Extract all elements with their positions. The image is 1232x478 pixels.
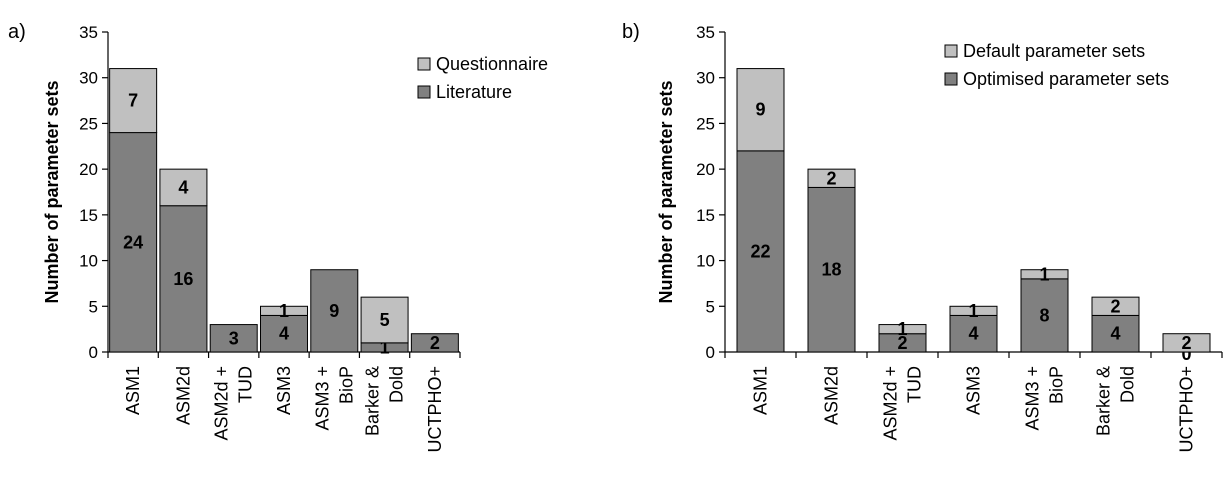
p2-data-label-1-6: 2: [1181, 333, 1191, 353]
p1-data-label-1-0: 7: [128, 91, 138, 111]
p2-y-tick-label: 30: [696, 69, 715, 88]
p2-x-tick-label-4: BioP: [1047, 366, 1067, 404]
p1-y-tick-label: 35: [79, 23, 98, 42]
p2-legend-label-1: Optimised parameter sets: [963, 69, 1169, 89]
p2-x-tick-label-6: UCTPHO+: [1177, 366, 1197, 453]
p2-data-label-1-2: 1: [897, 319, 907, 339]
p2-data-label-0-6: 0: [1181, 344, 1191, 364]
p1-x-tick-label-4: BioP: [336, 366, 356, 404]
p1-data-label-1-5: 5: [380, 310, 390, 330]
p1-y-tick-label: 30: [79, 69, 98, 88]
p2-x-tick-label-2: TUD: [905, 366, 925, 403]
p2-data-label-0-4: 8: [1039, 305, 1049, 325]
p1-legend-label-0: Questionnaire: [436, 54, 548, 74]
p2-x-tick-label-5: Barker &: [1094, 366, 1114, 436]
p2-bar-upper-6: [1162, 333, 1211, 353]
p1-x-tick-label-5: Dold: [387, 366, 407, 403]
p2-y-tick-label: 35: [696, 23, 715, 42]
p1-x-tick-label-6: UCTPHO+: [425, 366, 445, 453]
p1-x-tick-label-4: ASM3 +: [312, 366, 332, 431]
p1-bar-upper-5: [360, 296, 409, 344]
p1-x-tick-label-2: ASM2d +: [212, 366, 232, 441]
p1-y-tick-label: 25: [79, 114, 98, 133]
p2-data-label-1-1: 2: [826, 168, 836, 188]
p2-data-label-0-0: 22: [750, 241, 770, 261]
p2-x-tick-label-2: ASM2d +: [881, 366, 901, 441]
p2-x-tick-label-1: ASM2d: [822, 366, 842, 425]
p1-data-label-0-1: 16: [173, 269, 193, 289]
p1-y-tick-label: 10: [79, 252, 98, 271]
p1-bar-lower-3: [260, 314, 308, 353]
p1-bar-lower-2: [209, 324, 258, 353]
p2-bar-upper-4: [1020, 269, 1069, 280]
p1-x-tick-label-2: TUD: [236, 366, 256, 403]
p2-legend-swatch-0: [944, 44, 958, 58]
p1-bar-lower-6: [410, 333, 459, 353]
p1-y-tick-label: 15: [79, 206, 98, 225]
p2-bar-lower-1: [807, 186, 856, 353]
p2-bar-upper-0: [736, 68, 785, 152]
p1-y-tick-label: 5: [89, 297, 98, 316]
p2-bar-upper-5: [1091, 296, 1140, 316]
p1-y-tick-label: 0: [89, 343, 98, 362]
p1-bar-upper-1: [159, 168, 208, 207]
p2-x-tick-label-5: Dold: [1118, 366, 1138, 403]
p2-legend-swatch-1: [944, 72, 958, 86]
p1-data-label-1-1: 4: [178, 177, 188, 197]
p1-data-label-0-3: 4: [279, 324, 289, 344]
p2-y-tick-label: 25: [696, 114, 715, 133]
p2-data-label-0-5: 4: [1110, 324, 1120, 344]
p1-legend-swatch-0: [417, 57, 431, 71]
p2-data-label-1-3: 1: [968, 301, 978, 321]
p2-legend-label-0: Default parameter sets: [963, 41, 1145, 61]
p2-y-tick-label: 15: [696, 206, 715, 225]
p2-y-tick-label: 5: [706, 297, 715, 316]
p1-x-tick-label-0: ASM1: [123, 366, 143, 415]
p1-data-label-1-3: 1: [279, 301, 289, 321]
p2-bar-lower-0: [736, 150, 785, 353]
p1-legend-swatch-1: [417, 85, 431, 99]
p2-y-tick-label: 0: [706, 343, 715, 362]
p1-data-label-0-0: 24: [123, 232, 143, 252]
p1-x-tick-label-3: ASM3: [274, 366, 294, 415]
p2-x-tick-label-3: ASM3: [964, 366, 984, 415]
p1-data-label-0-2: 3: [229, 328, 239, 348]
p2-data-label-0-1: 18: [821, 260, 841, 280]
p2-bar-upper-1: [807, 168, 856, 188]
p1-data-label-0-4: 9: [329, 301, 339, 321]
p1-y-axis-label: Number of parameter sets: [42, 80, 62, 303]
p2-bar-lower-4: [1020, 278, 1069, 353]
p1-data-label-0-6: 2: [430, 333, 440, 353]
p2-data-label-1-0: 9: [755, 100, 765, 120]
p2-data-label-0-2: 2: [897, 333, 907, 353]
p1-panel-label: a): [8, 21, 26, 43]
p2-data-label-1-4: 1: [1039, 264, 1049, 284]
p1-data-label-0-5: 1: [380, 337, 390, 357]
p2-bar-lower-5: [1091, 314, 1140, 353]
p2-bar-upper-3: [949, 305, 998, 316]
p2-data-label-1-5: 2: [1110, 296, 1120, 316]
p1-y-tick-label: 20: [79, 160, 98, 179]
p2-data-label-0-3: 4: [968, 324, 978, 344]
p2-x-tick-label-4: ASM3 +: [1023, 366, 1043, 431]
p2-y-axis-label: Number of parameter sets: [656, 80, 676, 303]
p2-y-tick-label: 10: [696, 252, 715, 271]
p2-panel-label: b): [622, 21, 640, 43]
p2-bar-upper-2: [878, 324, 927, 335]
p1-bar-upper-0: [109, 68, 158, 134]
p1-bar-lower-4: [310, 269, 359, 353]
p1-bar-upper-3: [260, 305, 308, 316]
p1-x-tick-label-5: Barker &: [363, 366, 383, 436]
p2-y-tick-label: 20: [696, 160, 715, 179]
p1-legend-label-1: Literature: [436, 82, 512, 102]
p1-x-tick-label-1: ASM2d: [173, 366, 193, 425]
p2-x-tick-label-0: ASM1: [751, 366, 771, 415]
